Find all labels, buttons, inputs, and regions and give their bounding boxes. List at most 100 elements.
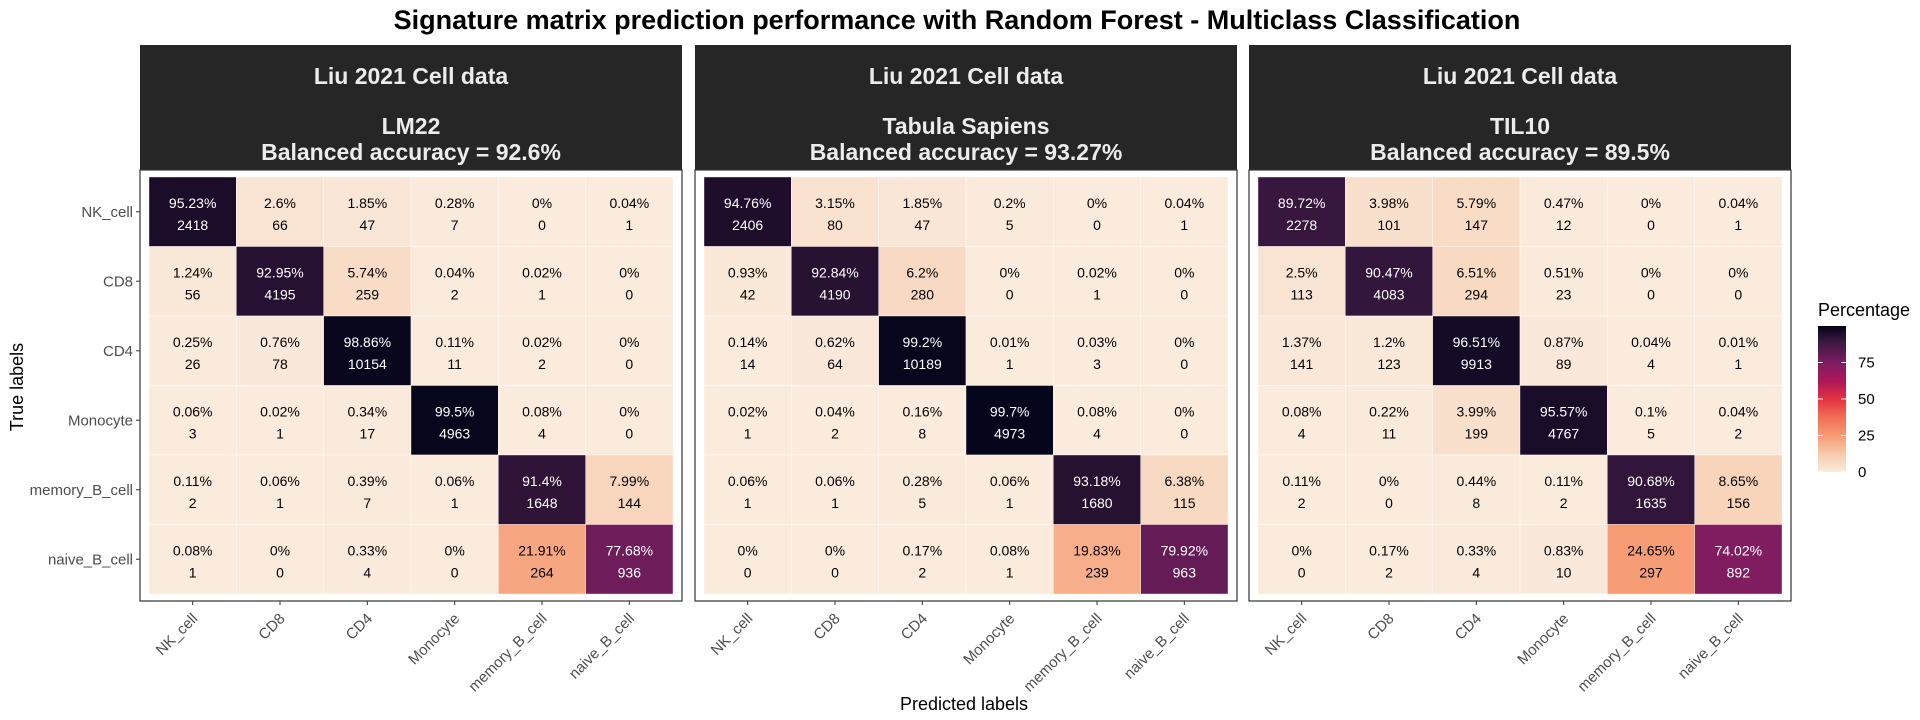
heatmap-cell	[1432, 524, 1521, 595]
heatmap-cell	[965, 385, 1054, 456]
heatmap-cell	[498, 315, 586, 386]
heatmap-cell	[585, 385, 674, 456]
cell-percent-label: 99.7%	[990, 403, 1030, 419]
heatmap-cell	[323, 524, 412, 595]
cell-percent-label: 0.62%	[815, 334, 855, 350]
cell-percent-label: 0.33%	[1456, 542, 1496, 558]
heatmap-cell	[878, 454, 967, 525]
cell-percent-label: 0%	[1292, 542, 1312, 558]
heatmap-cell	[1519, 315, 1608, 386]
cell-count-label: 1	[189, 564, 197, 580]
heatmap-cell	[1694, 315, 1783, 386]
cell-count-label: 8	[1472, 495, 1480, 511]
cell-percent-label: 0.47%	[1544, 195, 1584, 211]
cell-percent-label: 2.5%	[1286, 264, 1318, 280]
heatmap-cell	[236, 315, 324, 386]
heatmap-cell	[148, 315, 237, 386]
heatmap-cell	[1519, 454, 1608, 525]
cell-count-label: 2	[1385, 564, 1393, 580]
cell-count-label: 1648	[526, 495, 557, 511]
cell-count-label: 115	[1173, 495, 1196, 511]
facet-strip-dataset: Liu 2021 Cell data	[314, 63, 509, 89]
cell-percent-label: 79.92%	[1161, 542, 1208, 558]
cell-percent-label: 0.44%	[1456, 473, 1496, 489]
heatmap-cell	[791, 385, 879, 456]
cell-count-label: 2	[1734, 425, 1742, 441]
cell-count-label: 1	[1180, 217, 1188, 233]
heatmap-cell	[1345, 385, 1433, 456]
heatmap-cell	[498, 524, 586, 595]
heatmap-cell	[498, 176, 586, 247]
y-tick-label: Monocyte	[68, 412, 133, 429]
heatmap-cell	[148, 454, 237, 525]
cell-percent-label: 0.04%	[815, 403, 855, 419]
heatmap-cell	[965, 454, 1054, 525]
cell-count-label: 14	[740, 356, 756, 372]
cell-count-label: 4083	[1373, 286, 1404, 302]
cell-percent-label: 0.04%	[1718, 403, 1758, 419]
cell-count-label: 47	[915, 217, 931, 233]
cell-percent-label: 3.99%	[1456, 403, 1496, 419]
cell-percent-label: 0.04%	[1164, 195, 1204, 211]
cell-count-label: 0	[1180, 425, 1188, 441]
cell-percent-label: 1.37%	[1282, 334, 1322, 350]
cell-count-label: 0	[1006, 286, 1014, 302]
cell-count-label: 10	[1556, 564, 1572, 580]
cell-percent-label: 0.06%	[728, 473, 768, 489]
cell-percent-label: 1.85%	[347, 195, 387, 211]
cell-percent-label: 0.83%	[1544, 542, 1584, 558]
cell-count-label: 0	[1734, 286, 1742, 302]
heatmap-cell	[585, 176, 674, 247]
cell-count-label: 2	[189, 495, 197, 511]
cell-percent-label: 92.95%	[256, 264, 303, 280]
cell-count-label: 2	[1560, 495, 1568, 511]
cell-percent-label: 0.08%	[173, 542, 213, 558]
x-tick-label: NK_cell	[708, 610, 757, 659]
heatmap-cell	[1519, 385, 1608, 456]
cell-count-label: 936	[618, 564, 642, 580]
x-tick-label: CD8	[810, 610, 843, 643]
cell-percent-label: 0.02%	[522, 334, 562, 350]
cell-percent-label: 3.15%	[815, 195, 855, 211]
cell-count-label: 66	[272, 217, 288, 233]
heatmap-cell	[878, 385, 967, 456]
heatmap-cell	[1432, 385, 1521, 456]
y-tick-label: naive_B_cell	[48, 551, 133, 568]
cell-percent-label: 0.11%	[1282, 473, 1321, 489]
heatmap-cell	[1607, 246, 1695, 317]
cell-count-label: 141	[1290, 356, 1314, 372]
cell-count-label: 12	[1556, 217, 1572, 233]
cell-count-label: 1	[744, 495, 752, 511]
heatmap-cell	[1257, 315, 1346, 386]
heatmap-cell	[1257, 524, 1346, 595]
cell-count-label: 1	[625, 217, 633, 233]
heatmap-cell	[323, 454, 412, 525]
cell-percent-label: 90.47%	[1365, 264, 1412, 280]
cell-percent-label: 91.4%	[522, 473, 562, 489]
heatmap-cell	[410, 454, 499, 525]
heatmap-cell	[498, 454, 586, 525]
cell-percent-label: 94.76%	[724, 195, 771, 211]
heatmap-cell	[1345, 176, 1433, 247]
cell-percent-label: 0.17%	[1369, 542, 1409, 558]
cell-count-label: 23	[1556, 286, 1572, 302]
cell-percent-label: 0.04%	[1718, 195, 1758, 211]
facet-panel: Liu 2021 Cell data Tabula SapiensBalanced…	[694, 45, 1238, 695]
cell-count-label: 1	[276, 495, 284, 511]
cell-count-label: 1	[538, 286, 546, 302]
cell-count-label: 0	[451, 564, 459, 580]
chart-title: Signature matrix prediction performance …	[394, 5, 1521, 35]
cell-count-label: 5	[1647, 425, 1655, 441]
heatmap-cell	[236, 246, 324, 317]
facet-strip-accuracy: Balanced accuracy = 92.6%	[261, 139, 561, 165]
facet-strip-dataset: Liu 2021 Cell data	[869, 63, 1064, 89]
heatmap-cell	[498, 385, 586, 456]
cell-count-label: 1	[1006, 495, 1014, 511]
cell-count-label: 0	[538, 217, 546, 233]
facet-strip-signature: LM22	[382, 113, 441, 139]
cell-percent-label: 0%	[1641, 195, 1661, 211]
cell-percent-label: 0.08%	[990, 542, 1030, 558]
cell-count-label: 0	[625, 425, 633, 441]
y-tick-label: NK_cell	[81, 204, 133, 221]
